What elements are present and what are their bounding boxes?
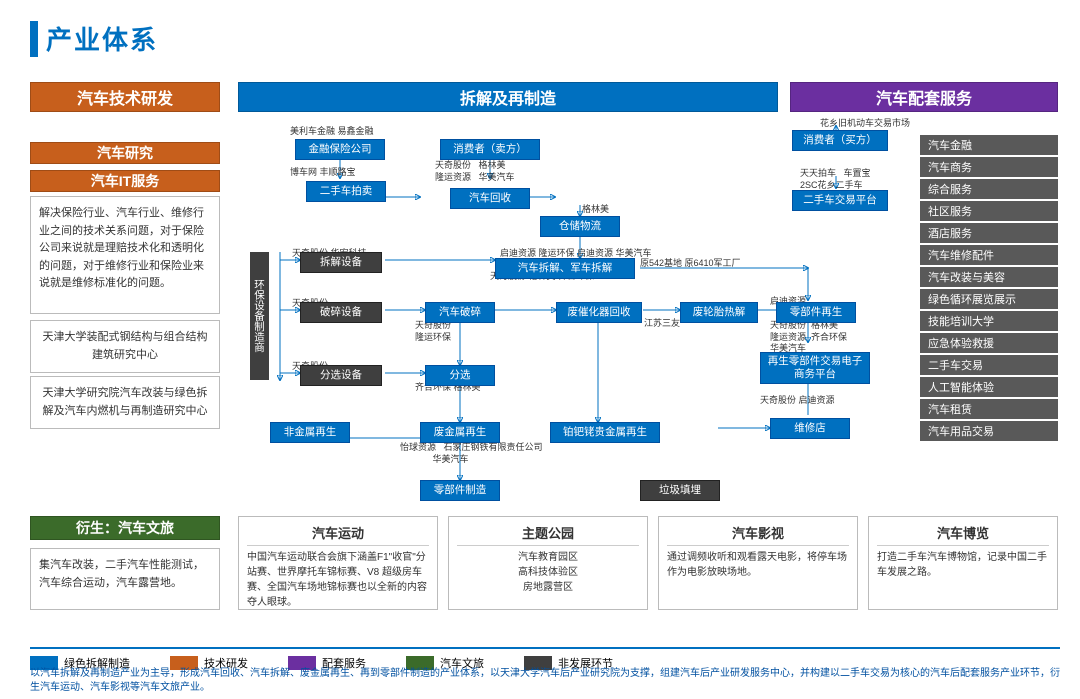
note-tqzy: 天奇股份 格林美 隆运资源 华美汽车: [435, 160, 515, 183]
left-box2: 天津大学研究院汽车改装与绿色拆解及汽车内燃机与再制造研究中心: [30, 376, 220, 429]
note-tqqd: 天奇股份 启迪资源: [760, 395, 835, 407]
node-consumer-sell: 消费者（卖方）: [440, 139, 540, 160]
node-parts-mfr: 零部件制造: [420, 480, 500, 501]
note-js: 江苏三友: [644, 318, 680, 330]
svc-item: 汽车改装与美容: [920, 267, 1058, 287]
svc-item: 人工智能体验: [920, 377, 1058, 397]
header-research: 汽车研究: [30, 142, 220, 164]
svc-item: 二手车交易: [920, 355, 1058, 375]
note-tian: 天天拍车 车置宝 2SC花乡二手车: [800, 168, 871, 191]
svc-item: 汽车金融: [920, 135, 1058, 155]
svc-item: 社区服务: [920, 201, 1058, 221]
svc-item: 技能培训大学: [920, 311, 1058, 331]
node-catalytic: 废催化器回收: [556, 302, 642, 323]
node-eqp-mfr: 环保设备制造商: [250, 252, 269, 380]
note-bocar: 博车网 丰顺路宝: [290, 167, 356, 179]
bottom-title: 汽车运动: [247, 523, 429, 546]
note-hx: 花乡旧机动车交易市场: [820, 118, 910, 130]
bottom-title: 汽车影视: [667, 523, 849, 546]
left-paragraph: 解决保险行业、汽车行业、维修行业之间的技术关系问题，对于保险公司来说就是理赔技术…: [30, 196, 220, 314]
bottom-card-park: 主题公园 汽车教育园区 高科技体验区 房地露营区: [448, 516, 648, 610]
svc-item: 汽车用品交易: [920, 421, 1058, 441]
bottom-body: 打造二手车汽车博物馆，记录中国二手车发展之路。: [877, 550, 1049, 580]
node-ecom: 再生零部件交易电子商务平台: [760, 352, 870, 384]
title-accent: [30, 21, 38, 57]
bottom-card-film: 汽车影视 通过调频收听和观看露天电影，将停车场作为电影放映场地。: [658, 516, 858, 610]
node-crush: 汽车破碎: [425, 302, 495, 323]
node-landfill: 垃圾填埋: [640, 480, 720, 501]
node-parts-regen: 零部件再生: [776, 302, 856, 323]
svc-item: 应急体验救援: [920, 333, 1058, 353]
bottom-body: 房地露营区: [457, 580, 639, 595]
bottom-card-sport: 汽车运动 中国汽车运动联合会旗下涵盖F1"收官"分站赛、世界摩托车锦标赛、V8 …: [238, 516, 438, 610]
note-tqb3: 天奇股份 隆运环保: [415, 320, 451, 343]
svc-item: 绿色循环展览展示: [920, 289, 1058, 309]
derivative-text: 集汽车改装，二手汽车性能测试，汽车综合运动，汽车露营地。: [30, 548, 220, 610]
footer-text: 以汽车拆解及再制造产业为主导，形成汽车回收、汽车拆解、废金属再生、再到零部件制造…: [30, 667, 1060, 695]
page-title: 产业体系: [46, 20, 158, 57]
node-auction: 二手车拍卖: [306, 181, 386, 202]
svc-item: 综合服务: [920, 179, 1058, 199]
bottom-body: 高科技体验区: [457, 565, 639, 580]
node-metal: 废金属再生: [420, 422, 500, 443]
node-nonmetal: 非金属再生: [270, 422, 350, 443]
svc-item: 汽车商务: [920, 157, 1058, 177]
bottom-body: 汽车教育园区: [457, 550, 639, 565]
header-right: 汽车配套服务: [790, 82, 1058, 112]
note-pic: 怡球资源 石家庄钢铁有限责任公司 华美汽车: [400, 442, 543, 465]
node-sort-eqp: 分选设备: [300, 365, 382, 386]
note-gelin: 格林美: [582, 204, 609, 216]
node-pgm: 铂钯铑贵金属再生: [550, 422, 660, 443]
bottom-card-expo: 汽车博览 打造二手车汽车博物馆，记录中国二手车发展之路。: [868, 516, 1058, 610]
left-box1: 天津大学装配式钢结构与组合结构建筑研究中心: [30, 320, 220, 373]
node-tire: 废轮胎热解: [680, 302, 758, 323]
node-logistics: 仓储物流: [540, 216, 620, 237]
bottom-body: 中国汽车运动联合会旗下涵盖F1"收官"分站赛、世界摩托车锦标赛、V8 超级房车赛…: [247, 550, 429, 610]
bottom-title: 汽车博览: [877, 523, 1049, 546]
bottom-body: 通过调频收听和观看露天电影，将停车场作为电影放映场地。: [667, 550, 849, 580]
right-services: 汽车金融 汽车商务 综合服务 社区服务 酒店服务 汽车维修配件 汽车改装与美容 …: [920, 135, 1058, 443]
header-left: 汽车技术研发: [30, 82, 220, 112]
note-finance: 美利车金融 易鑫金融: [290, 126, 374, 138]
note-yuan: 原542基地 原6410军工厂: [640, 258, 741, 270]
node-finance: 金融保险公司: [295, 139, 385, 160]
note-tqgl: 天奇股份 格林美 隆运资源 齐合环保 华美汽车: [770, 320, 847, 355]
node-repair: 维修店: [770, 418, 850, 439]
header-it: 汽车IT服务: [30, 170, 220, 192]
node-recycle: 汽车回收: [450, 188, 530, 209]
svc-item: 汽车租赁: [920, 399, 1058, 419]
header-center: 拆解及再制造: [238, 82, 778, 112]
node-disassembly: 汽车拆解、军车拆解: [495, 258, 635, 279]
node-crush-eqp: 破碎设备: [300, 302, 382, 323]
node-consumer-buy: 消费者（买方）: [792, 130, 888, 151]
node-disassembly-eqp: 拆解设备: [300, 252, 382, 273]
node-usedcar-platform: 二手车交易平台: [792, 190, 888, 211]
bottom-title: 主题公园: [457, 523, 639, 546]
svc-item: 酒店服务: [920, 223, 1058, 243]
header-derivative: 衍生：汽车文旅: [30, 516, 220, 540]
node-sort: 分选: [425, 365, 495, 386]
svc-item: 汽车维修配件: [920, 245, 1058, 265]
